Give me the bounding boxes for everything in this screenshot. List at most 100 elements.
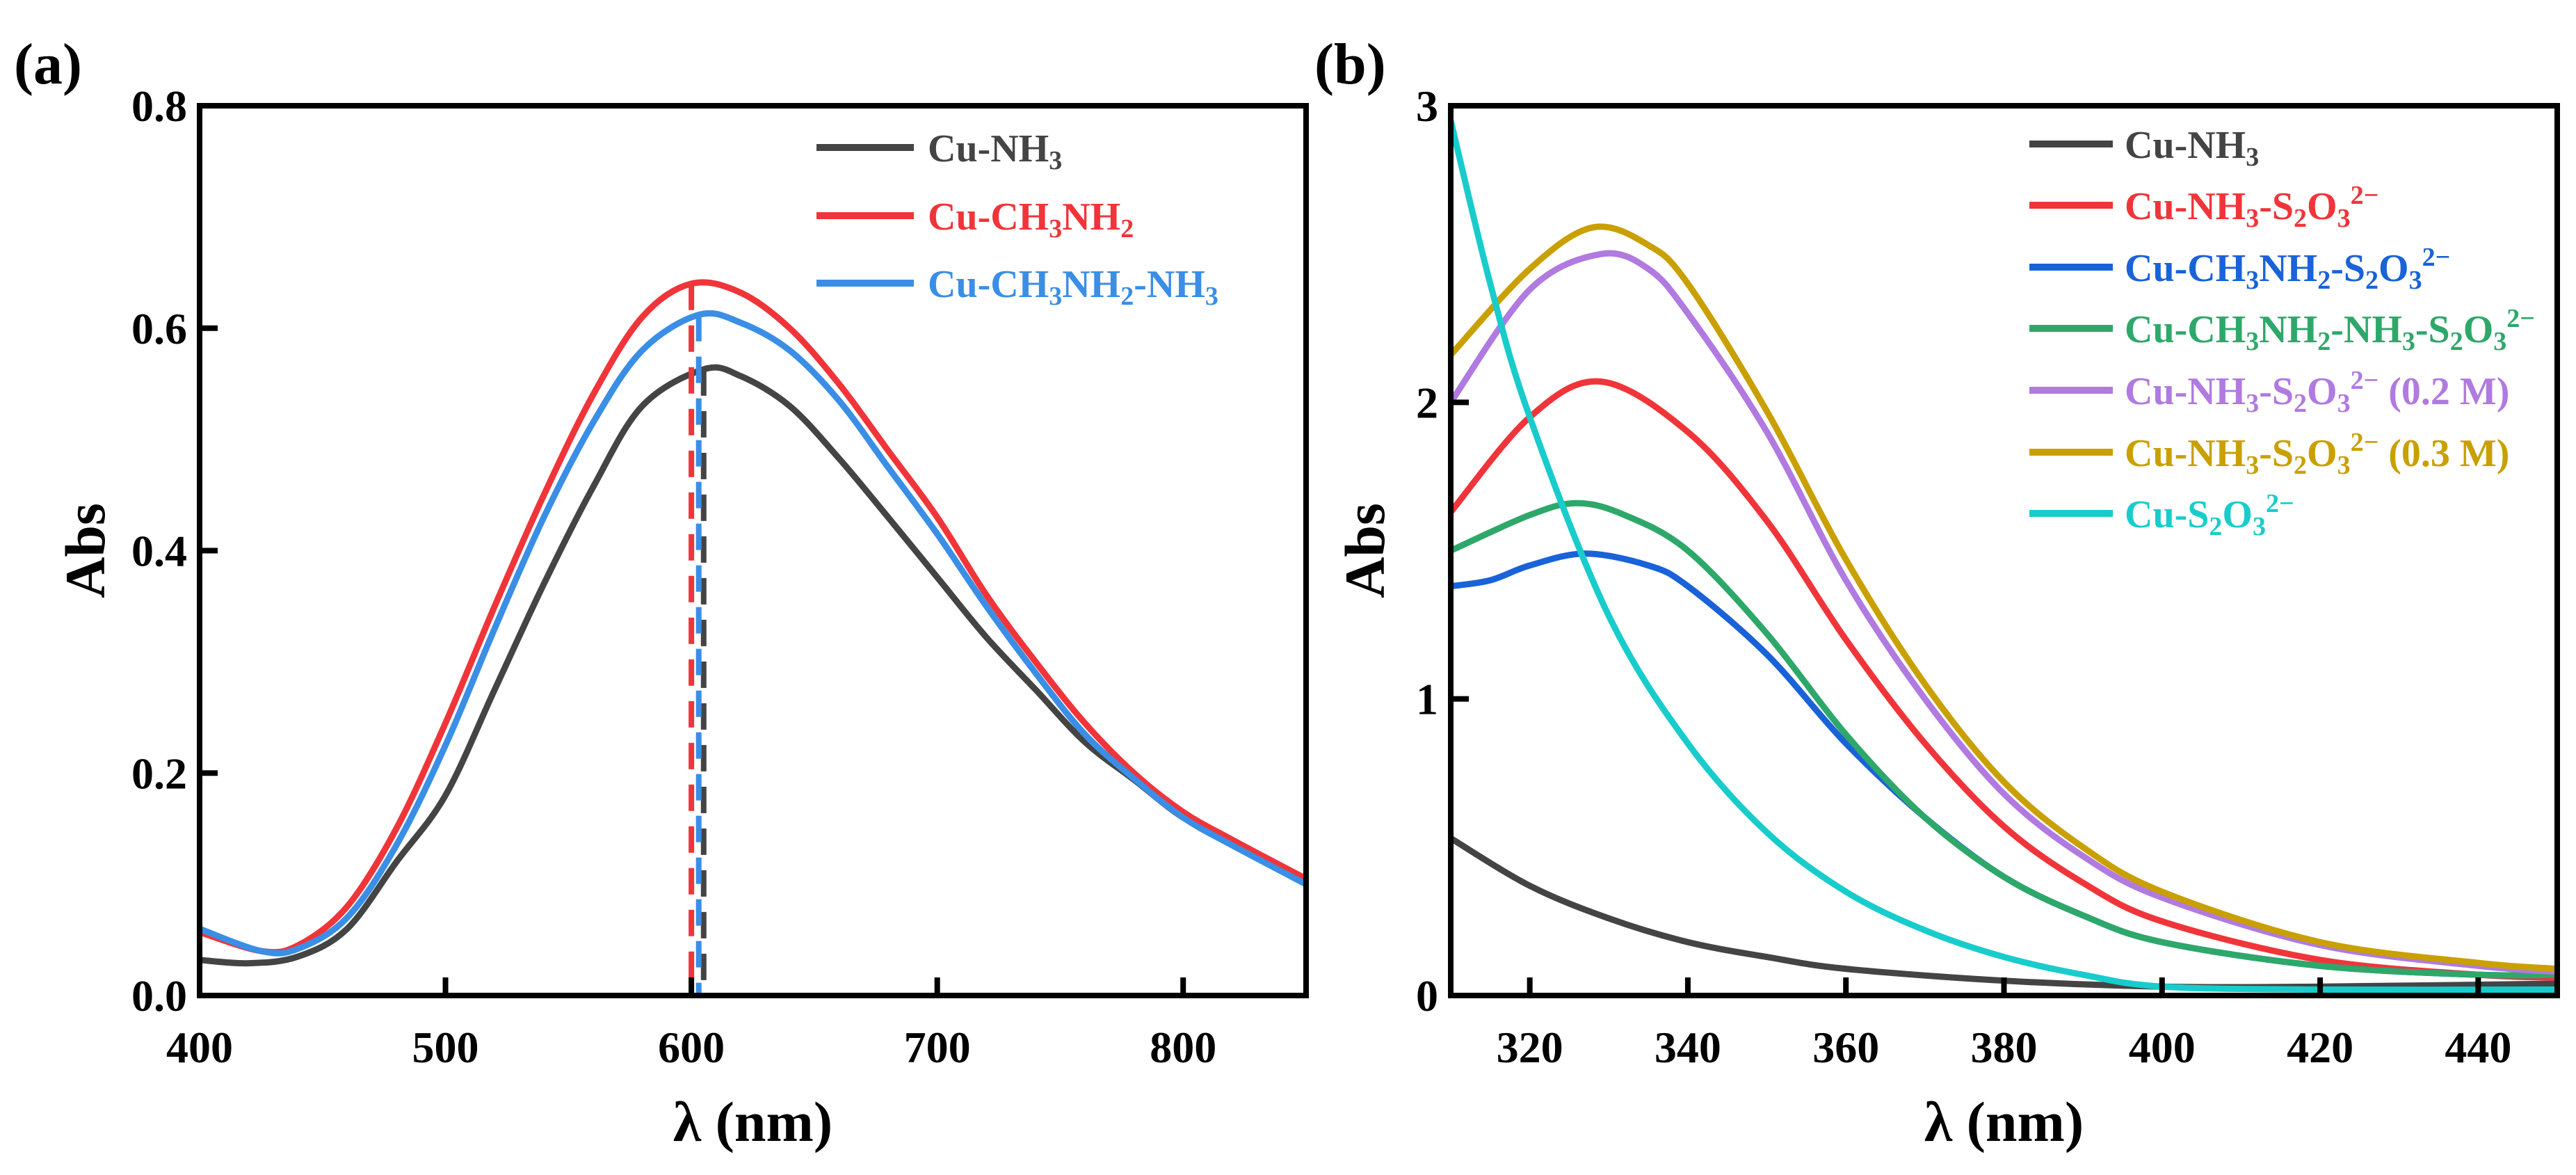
legend-subscript: 2 — [2209, 512, 2222, 541]
legend-subscript: 3 — [1049, 214, 1062, 243]
legend-subscript: 3 — [2246, 204, 2259, 233]
legend-subscript: 3 — [2493, 327, 2506, 356]
legend-subscript: 3 — [2246, 143, 2259, 172]
legend-label: Cu-S2O32− — [2125, 489, 2294, 541]
legend-text: O — [2307, 185, 2337, 228]
legend-supscript: 2− — [2351, 366, 2379, 395]
legend-label: Cu-CH3NH2-NH3 — [928, 263, 1218, 311]
legend-subscript: 3 — [2246, 389, 2259, 418]
legend-text: O — [2378, 247, 2409, 290]
legend-supscript: 2− — [2506, 304, 2535, 333]
series-line-1 — [1451, 378, 2557, 981]
legend-text: Cu-CH — [2125, 308, 2246, 351]
legend-supscript: 2− — [2422, 243, 2451, 272]
legend-item: Cu-CH3NH2 — [816, 195, 1134, 243]
x-tick-label: 320 — [1497, 1023, 1563, 1072]
legend-subscript: 3 — [2337, 204, 2351, 233]
legend-subscript: 3 — [1049, 146, 1062, 175]
x-tick-label: 340 — [1655, 1023, 1721, 1072]
y-tick-label: 2 — [1416, 378, 1438, 427]
legend-text: -S — [2415, 308, 2450, 351]
x-axis-title: λ (nm) — [1924, 1090, 2084, 1153]
legend-item: Cu-NH3-S2O32− — [2029, 181, 2378, 233]
legend-subscript: 3 — [2246, 327, 2259, 356]
legend-label: Cu-CH3NH2-S2O32− — [2125, 243, 2450, 295]
legend: Cu-NH3Cu-NH3-S2O32−Cu-CH3NH2-S2O32−Cu-CH… — [2029, 124, 2535, 541]
legend-text: -S — [2259, 185, 2294, 228]
legend-text: Cu-NH — [2125, 124, 2246, 167]
legend-item: Cu-NH3 — [2029, 124, 2259, 172]
legend-text: O — [2222, 493, 2253, 536]
legend-subscript: 3 — [2337, 451, 2351, 480]
legend-item: Cu-CH3NH2-NH3-S2O32− — [2029, 304, 2535, 356]
legend-label: Cu-NH3 — [2125, 124, 2259, 172]
legend-text: -NH — [1134, 263, 1205, 306]
legend-text: NH — [1062, 263, 1120, 306]
legend-subscript: 2 — [1120, 282, 1134, 311]
legend-text: NH — [2259, 247, 2317, 290]
x-tick-label: 380 — [1971, 1023, 2038, 1072]
legend-subscript: 2 — [2294, 451, 2307, 480]
legend-text: -S — [2259, 370, 2294, 413]
legend-subscript: 2 — [2294, 389, 2307, 418]
x-tick-label: 400 — [166, 1023, 233, 1072]
series-line-6 — [1451, 120, 2557, 993]
x-tick-label: 440 — [2445, 1023, 2511, 1072]
legend-label: Cu-NH3 — [928, 127, 1062, 175]
x-axis-title: λ (nm) — [673, 1090, 832, 1153]
legend-label: Cu-NH3-S2O32− (0.3 M) — [2125, 428, 2509, 480]
x-tick-label: 700 — [904, 1023, 971, 1072]
legend-subscript: 3 — [2246, 266, 2259, 295]
y-tick-label: 1 — [1416, 675, 1438, 724]
legend-text: O — [2307, 370, 2337, 413]
y-tick-label: 0.0 — [131, 971, 187, 1021]
series-line-2 — [1451, 550, 2557, 979]
x-tick-label: 400 — [2129, 1023, 2196, 1072]
legend-subscript: 3 — [2246, 451, 2259, 480]
plot-frame — [1448, 103, 2560, 998]
x-tick-label: 360 — [1812, 1023, 1879, 1072]
legend-text: NH — [1062, 195, 1120, 239]
legend-item: Cu-NH3-S2O32− (0.2 M) — [2029, 366, 2509, 418]
legend-text: (0.3 M) — [2378, 432, 2509, 475]
legend-text: Cu-NH — [928, 127, 1049, 170]
legend-subscript: 3 — [2253, 512, 2266, 541]
panel-label: (b) — [1314, 32, 1386, 97]
x-tick-label: 600 — [658, 1023, 725, 1072]
series-line-2 — [200, 310, 1306, 957]
series-line-1 — [200, 279, 1306, 956]
legend-supscript: 2− — [2351, 181, 2379, 210]
x-tick-label: 800 — [1150, 1023, 1216, 1072]
legend-text: Cu-NH — [2125, 432, 2246, 475]
legend-subscript: 3 — [1205, 282, 1218, 311]
legend-supscript: 2− — [2266, 489, 2294, 518]
legend-text: Cu-NH — [2125, 370, 2246, 413]
series-line-4 — [1451, 250, 2557, 975]
legend-text: Cu-CH — [928, 195, 1049, 239]
y-tick-label: 0.8 — [131, 81, 187, 131]
legend-text: Cu-NH — [2125, 185, 2246, 228]
panel-label: (a) — [14, 32, 82, 97]
legend-text: Cu-CH — [2125, 247, 2246, 290]
series-line-3 — [1451, 499, 2557, 979]
y-axis-title: Abs — [1333, 503, 1396, 598]
legend-text: Cu-CH — [928, 263, 1049, 306]
legend-subscript: 2 — [2294, 204, 2307, 233]
x-tick-label: 420 — [2287, 1023, 2353, 1072]
legend-label: Cu-CH3NH2 — [928, 195, 1134, 243]
legend-text: (0.2 M) — [2378, 370, 2509, 413]
y-tick-label: 3 — [1416, 81, 1438, 131]
legend-text: -NH — [2331, 308, 2402, 351]
legend-text: Cu-S — [2125, 493, 2209, 536]
legend-subscript: 3 — [2337, 389, 2351, 418]
legend-text: O — [2463, 308, 2494, 351]
legend-subscript: 2 — [2450, 327, 2463, 356]
series-line-0 — [1451, 836, 2557, 991]
legend-subscript: 3 — [2402, 327, 2415, 356]
legend-subscript: 2 — [1120, 214, 1134, 243]
y-tick-label: 0.2 — [131, 749, 187, 798]
legend-supscript: 2− — [2351, 428, 2379, 457]
legend-text: O — [2307, 432, 2337, 475]
y-tick-label: 0 — [1416, 971, 1438, 1021]
